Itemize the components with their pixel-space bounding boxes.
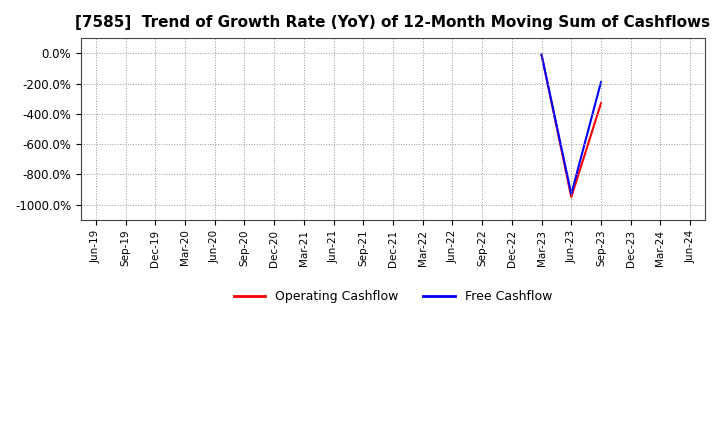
Legend: Operating Cashflow, Free Cashflow: Operating Cashflow, Free Cashflow xyxy=(229,285,557,308)
Operating Cashflow xyxy=(597,101,606,106)
Line: Free Cashflow: Free Cashflow xyxy=(541,55,601,194)
Free Cashflow xyxy=(597,79,606,84)
Line: Operating Cashflow: Operating Cashflow xyxy=(96,55,601,213)
Operating Cashflow xyxy=(567,194,575,200)
Operating Cashflow xyxy=(91,210,100,215)
Free Cashflow xyxy=(537,52,546,57)
Free Cashflow xyxy=(567,191,575,197)
Title: [7585]  Trend of Growth Rate (YoY) of 12-Month Moving Sum of Cashflows: [7585] Trend of Growth Rate (YoY) of 12-… xyxy=(76,15,711,30)
Operating Cashflow xyxy=(537,52,546,57)
